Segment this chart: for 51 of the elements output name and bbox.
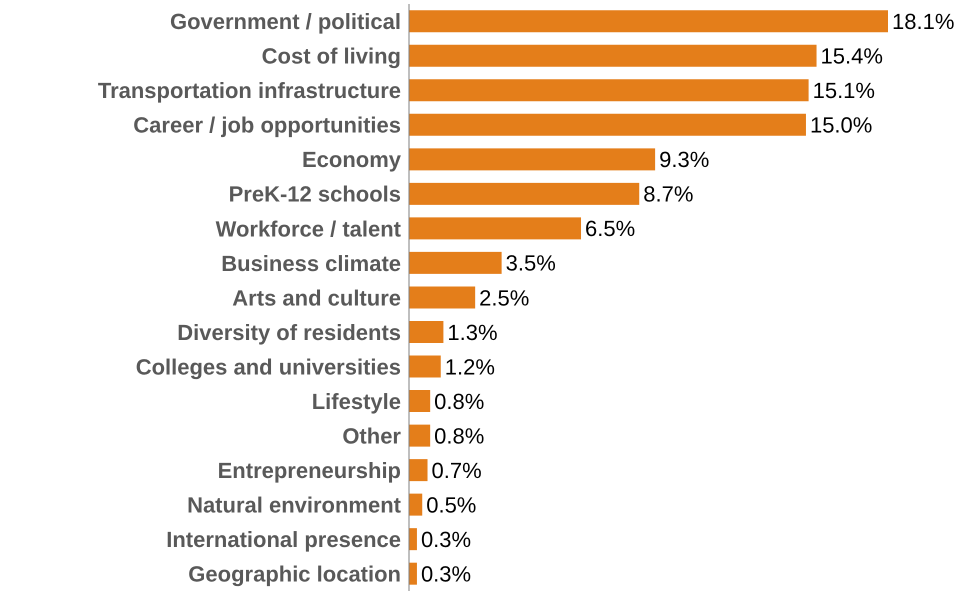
bar (409, 182, 640, 205)
bar (409, 252, 502, 274)
y-tick-label: Diversity of residents (177, 320, 401, 345)
y-tick-label: Economy (302, 147, 402, 172)
data-label: 15.4% (820, 44, 883, 69)
bar (409, 424, 430, 447)
bar (409, 390, 430, 412)
bar (409, 10, 888, 32)
y-tick-label: Entrepreneurship (218, 458, 401, 483)
y-tick-label: International presence (166, 527, 401, 552)
data-label: 0.3% (420, 561, 472, 586)
bar (409, 320, 444, 343)
y-tick-label: Other (342, 423, 402, 448)
data-label: 15.1% (812, 78, 875, 104)
bar (409, 114, 806, 136)
data-label: 18.1% (892, 9, 954, 34)
y-tick-label: PreK-12 schools (228, 182, 401, 207)
data-label: 1.3% (447, 320, 498, 345)
data-label: 9.3% (659, 147, 710, 172)
y-tick-label: Cost of living (262, 44, 401, 69)
y-tick-label: Lifestyle (312, 388, 401, 414)
data-label: 0.8% (434, 423, 484, 448)
bar (409, 528, 417, 550)
data-label: 1.2% (444, 354, 495, 380)
y-tick-label: Colleges and universities (136, 354, 401, 380)
y-tick-label: Geographic location (188, 562, 401, 587)
bar (409, 562, 417, 585)
bar (409, 148, 656, 170)
bar (409, 459, 428, 482)
data-label: 0.7% (432, 458, 482, 483)
data-label: 15.0% (810, 112, 872, 138)
data-label: 0.8% (434, 388, 484, 414)
bar (409, 356, 441, 378)
bar (409, 217, 582, 240)
data-label: 3.5% (506, 250, 556, 276)
data-label: 2.5% (479, 285, 530, 310)
bar (409, 44, 817, 67)
bar (409, 79, 809, 102)
y-tick-label: Business climate (221, 250, 401, 276)
bar (409, 286, 476, 308)
y-tick-label: Natural environment (187, 492, 402, 518)
data-label: 6.5% (585, 216, 636, 242)
bar (409, 494, 422, 516)
data-label: 8.7% (643, 182, 694, 207)
y-tick-label: Transportation infrastructure (98, 78, 401, 104)
y-tick-label: Government / political (170, 9, 401, 34)
data-label: 0.3% (420, 526, 472, 552)
y-tick-label: Arts and culture (232, 285, 401, 310)
data-label: 0.5% (426, 492, 476, 518)
y-tick-label: Career / job opportunities (133, 112, 401, 138)
y-tick-label: Workforce / talent (216, 216, 402, 242)
